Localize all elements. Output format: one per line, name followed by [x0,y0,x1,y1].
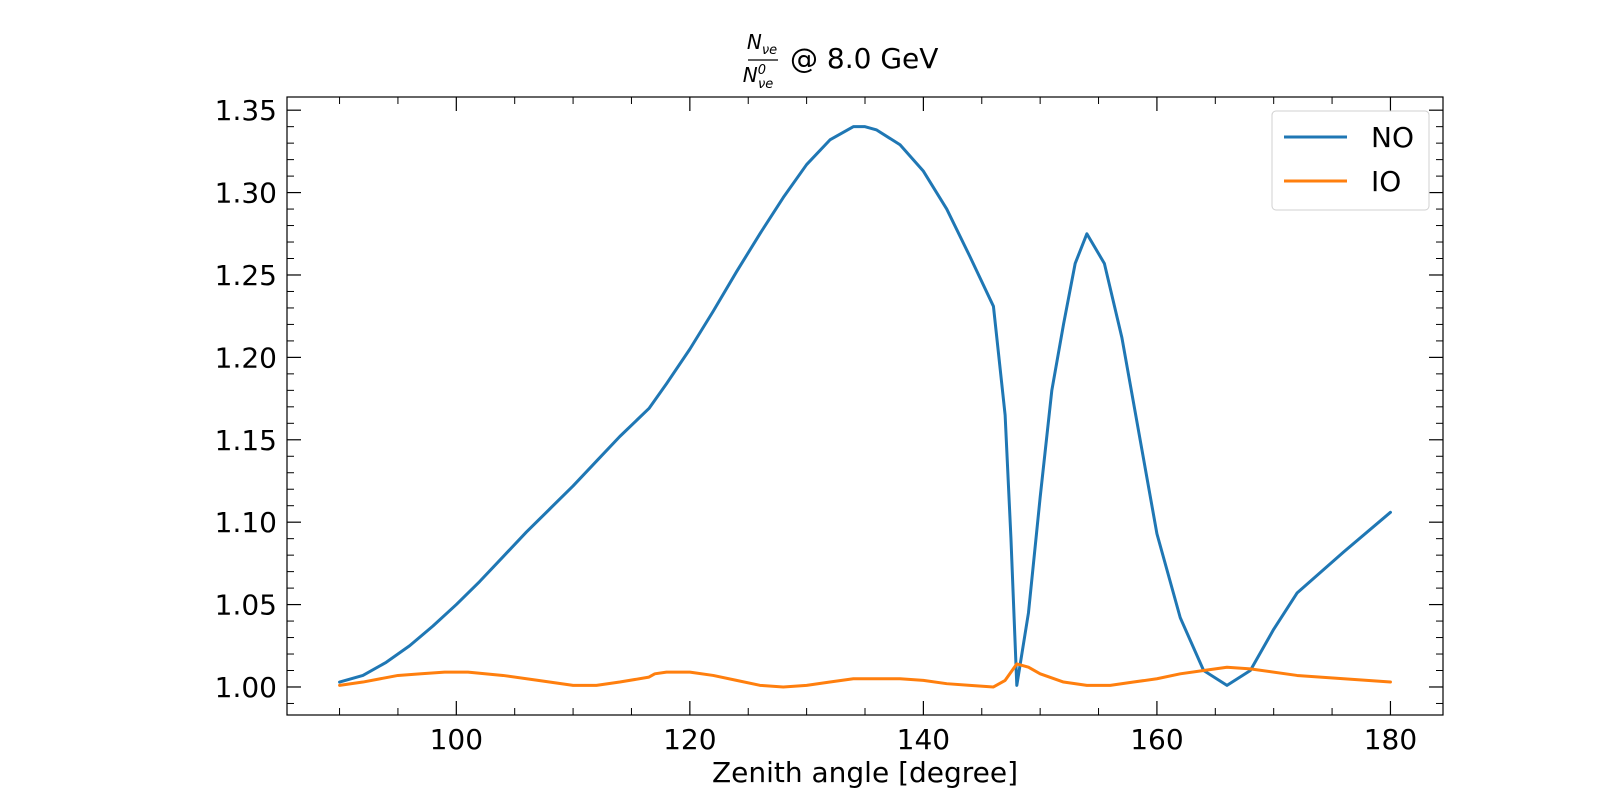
x-tick-label: 120 [663,723,716,756]
y-tick-label: 1.00 [215,671,277,704]
x-tick-label: 160 [1130,723,1183,756]
y-tick-label: 1.10 [215,506,277,539]
y-tick-label: 1.20 [215,341,277,374]
legend: NO IO [1271,110,1430,211]
y-tick-label: 1.25 [215,259,277,292]
title-suffix: @ 8.0 GeV [790,42,938,75]
x-tick-label: 100 [430,723,483,756]
title-denominator: N0 νe [743,63,774,92]
series-group [338,125,1392,689]
axis-tick-labels: 100 120 140 160 180 1.00 1.05 1.10 1.15 1.20 1.25 1… [215,94,1418,756]
series-line-no [338,125,1392,687]
y-tick-label: 1.35 [215,94,277,127]
y-tick-label: 1.30 [215,177,277,210]
legend-label-io: IO [1371,165,1401,198]
x-tick-label: 180 [1364,723,1417,756]
chart-title: Nνe N0 νe @ 8.0 GeV [743,30,939,92]
y-tick-label: 1.05 [215,589,277,622]
y-tick-label: 1.15 [215,424,277,457]
legend-label-no: NO [1371,121,1414,154]
plot-frame [286,96,1444,716]
x-tick-label: 140 [897,723,950,756]
axis-ticks [287,97,1443,715]
x-axis-label: Zenith angle [degree] [712,756,1018,789]
series-line-io [338,662,1392,689]
title-numerator: Nνe [747,30,777,58]
